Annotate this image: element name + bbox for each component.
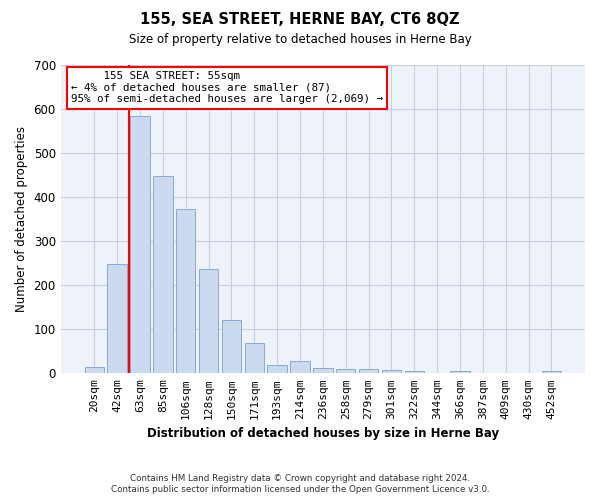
Text: Contains HM Land Registry data © Crown copyright and database right 2024.
Contai: Contains HM Land Registry data © Crown c… (110, 474, 490, 494)
Bar (245, 344, 264, 374)
Bar (313, 368, 332, 374)
Bar (542, 371, 561, 374)
Bar (176, 210, 196, 374)
Bar (153, 176, 173, 374)
Bar (450, 371, 470, 374)
Bar (336, 369, 355, 374)
Bar (199, 269, 218, 374)
Bar (359, 370, 378, 374)
Bar (382, 370, 401, 374)
Text: 155 SEA STREET: 55sqm
← 4% of detached houses are smaller (87)
95% of semi-detac: 155 SEA STREET: 55sqm ← 4% of detached h… (71, 71, 383, 104)
Bar (290, 361, 310, 374)
Bar (85, 366, 104, 374)
Bar (130, 116, 149, 374)
X-axis label: Distribution of detached houses by size in Herne Bay: Distribution of detached houses by size … (147, 427, 499, 440)
Bar (221, 320, 241, 374)
Text: 155, SEA STREET, HERNE BAY, CT6 8QZ: 155, SEA STREET, HERNE BAY, CT6 8QZ (140, 12, 460, 28)
Text: Size of property relative to detached houses in Herne Bay: Size of property relative to detached ho… (128, 32, 472, 46)
Bar (268, 366, 287, 374)
Bar (404, 371, 424, 374)
Bar (107, 264, 127, 374)
Y-axis label: Number of detached properties: Number of detached properties (15, 126, 28, 312)
